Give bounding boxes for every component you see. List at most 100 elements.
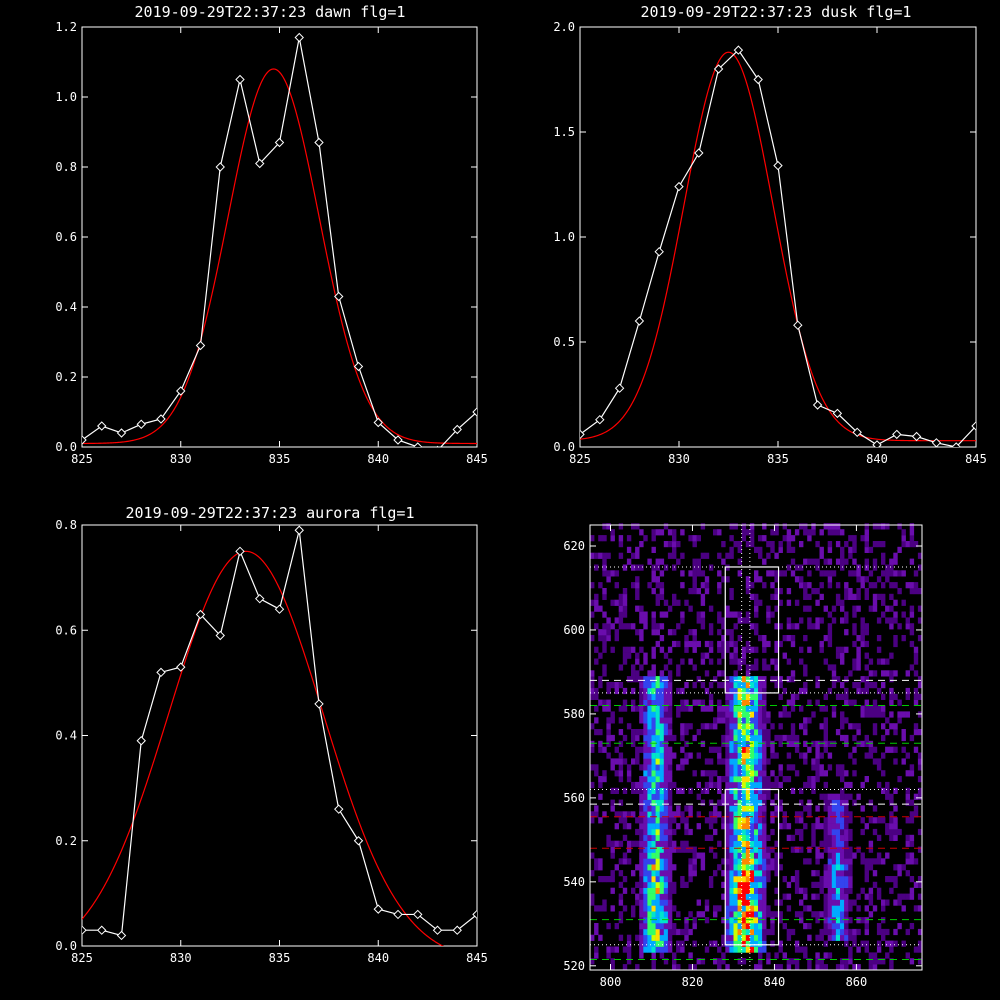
heatmap-cell [598,876,603,883]
dusk-y-tick-label: 0.0 [553,440,575,454]
heatmap-cell [692,558,697,565]
heatmap-cell [639,611,644,618]
heatmap-cell [782,817,787,824]
dawn-data-point [436,445,439,447]
heatmap-cell [651,770,656,777]
heatmap-cell [696,535,701,542]
heatmap-cell [729,911,734,918]
heatmap-cell [643,817,648,824]
heatmap-cell [741,828,747,836]
heatmap-cell [663,676,669,683]
heatmap-cell [626,546,632,553]
heatmap-cell [835,887,841,894]
heatmap-cell [631,676,636,683]
heatmap-cell [590,746,595,753]
heatmap-cell [692,852,697,859]
heatmap-cell [913,746,919,753]
heatmap-cell [659,705,665,712]
heatmap-cell [848,781,853,789]
heatmap-cell [844,558,849,565]
heatmap-cell [852,658,857,665]
heatmap-cell [729,934,734,941]
heatmap-cell [721,958,726,965]
heatmap-cell [774,870,779,877]
heatmap-cell [733,658,738,665]
aurora-data-point [116,930,127,941]
heatmap-cell [819,593,824,600]
heatmap-cell [590,870,595,877]
heatmap-cell [762,840,767,847]
heatmap-cell [635,964,640,971]
heatmap-cell [696,911,701,918]
heatmap-cell [700,770,706,777]
heatmap-cell [659,764,665,771]
heatmap-cell [749,917,755,924]
heatmap-cell [774,682,779,689]
heatmap-cell [917,893,923,900]
heatmap-cell [684,682,689,689]
heatmap-cell [733,887,738,894]
heatmap-cell [667,541,673,548]
heatmap-cell [815,676,820,683]
heatmap-cell [733,687,738,695]
heatmap-cell [725,905,730,912]
heatmap-cell [729,658,734,665]
heatmap-cell [667,676,673,683]
heatmap-cell [659,828,665,836]
heatmap-cell [749,717,755,724]
heatmap-cell [758,717,763,724]
heatmap-cell [754,752,759,759]
heatmap-cell [815,858,820,865]
heatmap-cell [651,564,656,571]
heatmap-cell [840,817,845,824]
heatmap-cell [717,646,722,653]
heatmap-cell [667,923,673,930]
heatmap-cell [827,623,833,630]
heatmap-cell [913,811,919,818]
heatmap-cell [864,652,869,659]
heatmap-cell [639,828,644,836]
heatmap-cell [811,840,816,847]
heatmap-cell [917,881,923,888]
heatmap-cell [610,946,615,953]
heatmap-cell [758,870,763,877]
heatmap-cell [651,611,656,618]
heatmap-cell [647,899,652,906]
heatmap-cell [663,781,669,789]
heatmap-cell [827,893,833,900]
heatmap-cell [635,670,640,677]
heatmap-cell [885,717,890,724]
heatmap-cell [766,740,771,747]
heatmap-cell [778,599,783,606]
heatmap-cell [655,729,660,736]
heatmap-cell [745,746,751,753]
heatmap-cell [606,623,611,630]
heatmap-cell [868,682,874,689]
heatmap-cell [655,846,660,853]
heatmap-cell [786,676,792,683]
heatmap-cell [602,811,607,818]
heatmap-cell [848,934,853,941]
heatmap-cell [889,746,894,753]
heatmap-cell [721,952,726,959]
heatmap-cell [635,817,640,824]
heatmap-cell [741,734,747,742]
aurora-x-tick-label: 845 [466,951,488,965]
heatmap-cell [643,676,648,683]
heatmap-cell [651,823,656,830]
heatmap-cell [844,693,849,700]
heatmap-cell [868,605,874,612]
heatmap-cell [647,699,652,706]
heatmap-cell [717,958,722,965]
heatmap-cell [708,817,714,824]
heatmap-cell [643,781,648,789]
heatmap-cell [626,623,632,630]
heatmap-cell [704,770,710,777]
heatmap-cell [889,876,894,883]
heatmap-cell [672,923,677,930]
heatmap-cell [598,699,603,706]
heatmap-cell [848,793,853,800]
heatmap-cell [737,611,742,618]
heatmap-cell [889,582,894,589]
heatmap-cell [590,934,595,941]
